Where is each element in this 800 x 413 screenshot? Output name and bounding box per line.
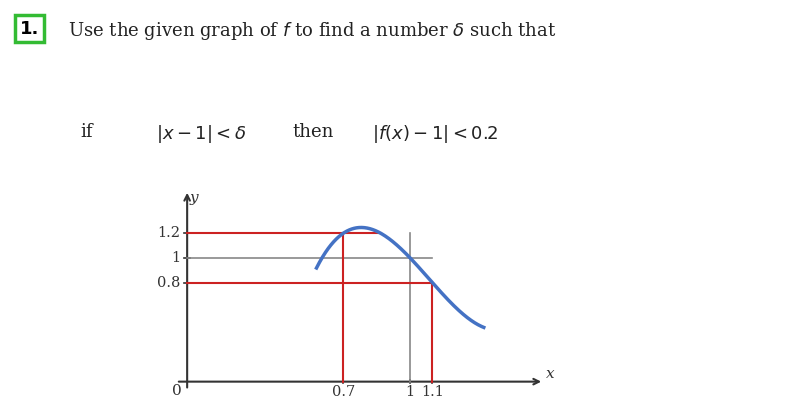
- Text: $|x - 1| < \delta$: $|x - 1| < \delta$: [156, 123, 246, 145]
- Text: y: y: [190, 191, 198, 205]
- Text: 1: 1: [406, 385, 414, 399]
- Text: $|f(x) - 1| < 0.2$: $|f(x) - 1| < 0.2$: [372, 123, 498, 145]
- Text: 1.2: 1.2: [158, 226, 181, 240]
- Text: 0.8: 0.8: [157, 276, 181, 290]
- Text: x: x: [546, 367, 555, 381]
- Text: 0.7: 0.7: [332, 385, 355, 399]
- Text: 1: 1: [171, 251, 181, 265]
- Text: then: then: [292, 123, 334, 141]
- Text: Use the given graph of $f$ to find a number $\delta$ such that: Use the given graph of $f$ to find a num…: [68, 20, 556, 42]
- Text: if: if: [80, 123, 93, 141]
- Text: 1.: 1.: [20, 20, 39, 38]
- Text: 0: 0: [172, 384, 182, 398]
- Text: 1.1: 1.1: [421, 385, 444, 399]
